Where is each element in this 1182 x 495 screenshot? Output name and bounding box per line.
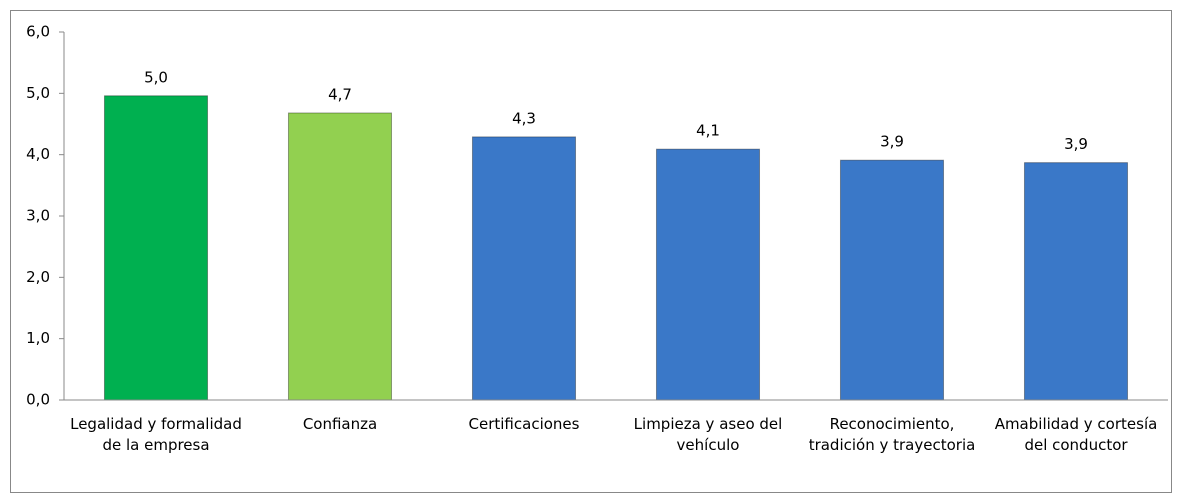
y-tick-label: 3,0 — [26, 207, 50, 225]
value-label: 4,3 — [512, 109, 536, 127]
bar — [103, 95, 209, 401]
x-tick-label: Certificaciones — [468, 415, 580, 433]
value-label: 3,9 — [1064, 135, 1088, 153]
bar — [839, 159, 945, 401]
y-tick-label: 0,0 — [26, 391, 50, 409]
y-tick-label: 6,0 — [26, 23, 50, 41]
bar — [471, 136, 577, 401]
value-label: 4,1 — [696, 122, 720, 140]
y-tick-label: 4,0 — [26, 145, 50, 163]
x-tick-label: Amabilidad y cortesía del conductor — [994, 415, 1158, 454]
y-tick-label: 1,0 — [26, 329, 50, 347]
x-tick-label: Limpieza y aseo del vehículo — [633, 415, 783, 454]
bar — [287, 112, 393, 401]
bar — [655, 148, 761, 401]
value-label: 4,7 — [328, 85, 352, 103]
y-tick-label: 5,0 — [26, 84, 50, 102]
value-label: 3,9 — [880, 133, 904, 151]
value-label: 5,0 — [144, 68, 168, 86]
y-tick-label: 2,0 — [26, 268, 50, 286]
x-tick-label: Confianza — [302, 415, 378, 433]
x-tick-label: Reconocimiento, tradición y trayectoria — [808, 415, 976, 454]
bar — [1023, 162, 1129, 401]
x-tick-label: Legalidad y formalidad de la empresa — [70, 415, 242, 454]
